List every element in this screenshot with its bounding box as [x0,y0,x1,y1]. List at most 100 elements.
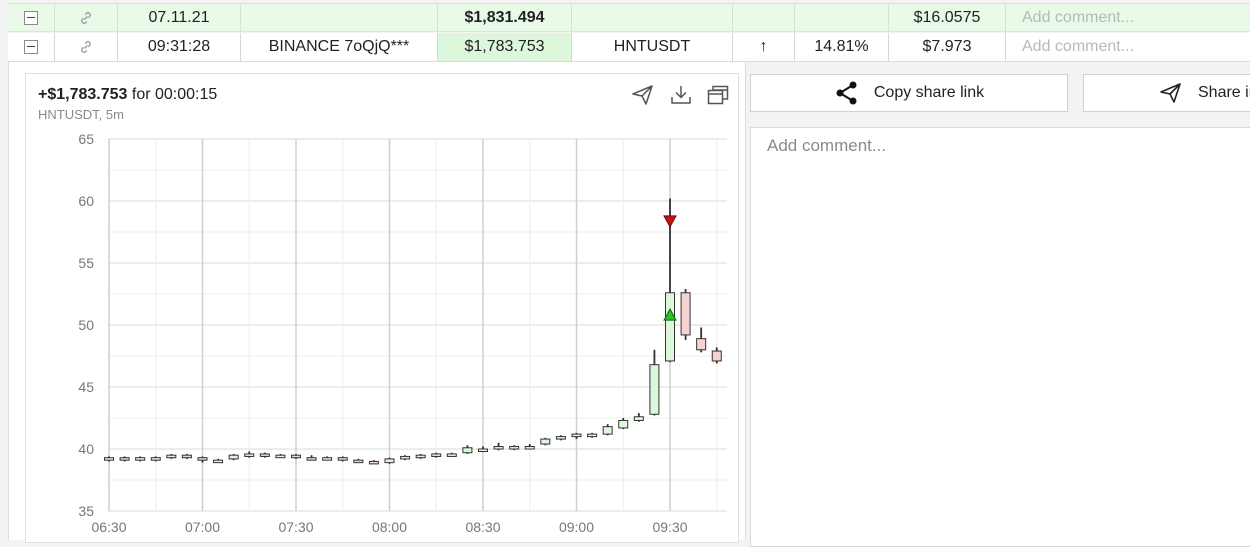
candle-body [431,453,442,457]
exchange-cell: BINANCE 7oQjQ*** [241,33,438,61]
x-tick-label: 08:00 [372,519,407,535]
x-tick-label: 06:30 [91,519,126,535]
candle-body [119,457,130,461]
window-restore-icon [707,85,729,105]
share-in-button[interactable]: Share in [1083,74,1250,112]
share-in-label: Share in [1198,84,1250,101]
send-icon [632,85,653,105]
share-icon [836,81,857,105]
exchange-cell [241,4,438,31]
table-row[interactable]: 09:31:28 BINANCE 7oQjQ*** $1,783.753 HNT… [8,33,1250,62]
send-button[interactable] [630,82,656,108]
candle-body [665,292,675,362]
chart-card: +$1,783.753 for 00:00:15 HNTUSDT, 5m 35 4… [25,73,739,543]
candle-body [446,453,457,457]
candle-body [618,419,629,429]
y-tick-label: 65 [78,131,94,147]
buy-marker [663,308,677,321]
candle-body [384,458,395,464]
copy-share-link-button[interactable]: Copy share link [750,74,1068,112]
candle-body [166,454,177,459]
collapse-cell[interactable] [8,4,55,31]
candle-body [306,457,317,461]
x-tick-label: 08:30 [465,519,500,535]
chart-subtitle: HNTUSDT, 5m [38,107,124,122]
link-icon[interactable] [78,39,94,55]
candle-body [602,426,613,435]
comment-textarea[interactable]: Add comment... [750,127,1250,547]
candle-body [478,448,488,452]
candle-body [711,350,722,362]
candle-body [555,436,566,440]
x-tick-label: 09:00 [559,519,594,535]
collapse-cell[interactable] [8,33,55,61]
candle-body [104,457,114,461]
x-tick-label: 07:30 [278,519,313,535]
duration-text: for 00:00:15 [131,86,218,103]
y-tick-label: 40 [78,441,94,457]
percent-cell: 14.81% [795,33,889,61]
candle-body [649,364,660,415]
send-icon [1160,83,1181,103]
candle-body [259,453,270,457]
pair-cell: HNTUSDT [572,33,733,61]
y-tick-label: 35 [78,503,94,519]
candle-body [135,457,146,461]
share-panel: Copy share link Share in Add comment... [746,62,1250,547]
price-cell: $7.973 [889,33,1006,61]
sell-marker [663,215,677,228]
percent-cell [795,4,889,31]
candle-body [680,292,691,336]
candle-body [228,454,239,460]
time-cell: 09:31:28 [118,33,241,61]
popout-button[interactable] [705,82,731,108]
candle-body [400,455,411,460]
candle-body [197,457,208,461]
pair-cell [572,4,733,31]
candle-body [275,454,286,459]
candle-body [633,416,644,421]
date-cell: 07.11.21 [118,4,241,31]
candle-body [509,446,520,450]
x-tick-label: 07:00 [185,519,220,535]
candle-body [415,454,426,459]
price-cell: $16.0575 [889,4,1006,31]
candle-body [540,438,551,445]
table-row[interactable]: 07.11.21 $1,831.494 $16.0575 Add comment… [8,3,1250,32]
comment-placeholder: Add comment... [767,136,887,155]
candle-body [368,460,379,465]
y-tick-label: 55 [78,255,94,271]
candlestick-chart[interactable]: 35 40 45 50 55 60 65 06:30 07:00 07:30 08:00 08:30 0… [26,74,738,542]
comment-field[interactable]: Add comment... [1022,8,1135,26]
link-cell[interactable] [55,4,118,31]
candle-body [150,457,161,461]
candle-body [213,459,224,464]
amount-cell: $1,831.494 [438,4,572,31]
download-icon [671,86,691,104]
comment-field[interactable]: Add comment... [1022,38,1135,55]
candle-body [337,457,348,461]
amount-cell: $1,783.753 [438,33,572,61]
candle-body [353,459,364,464]
collapse-icon[interactable] [24,10,38,25]
direction-cell [733,4,795,31]
candle-body [524,446,535,450]
candle-body [244,453,255,457]
candle-body [462,447,473,454]
candle-body [696,338,707,351]
profit-amount: +$1,783.753 [38,86,128,103]
candle-body [291,454,301,459]
copy-share-link-label: Copy share link [873,84,985,101]
candle-body [493,446,504,450]
collapse-icon[interactable] [24,40,38,54]
link-cell[interactable] [55,33,118,61]
link-icon[interactable] [78,10,94,26]
direction-cell: ↑ [733,33,795,61]
download-button[interactable] [668,82,694,108]
y-tick-label: 50 [78,317,94,333]
y-tick-label: 45 [78,379,94,395]
candle-body [571,433,582,438]
candle-body [587,433,598,438]
candle-body [181,454,192,459]
candle-body [322,457,333,461]
